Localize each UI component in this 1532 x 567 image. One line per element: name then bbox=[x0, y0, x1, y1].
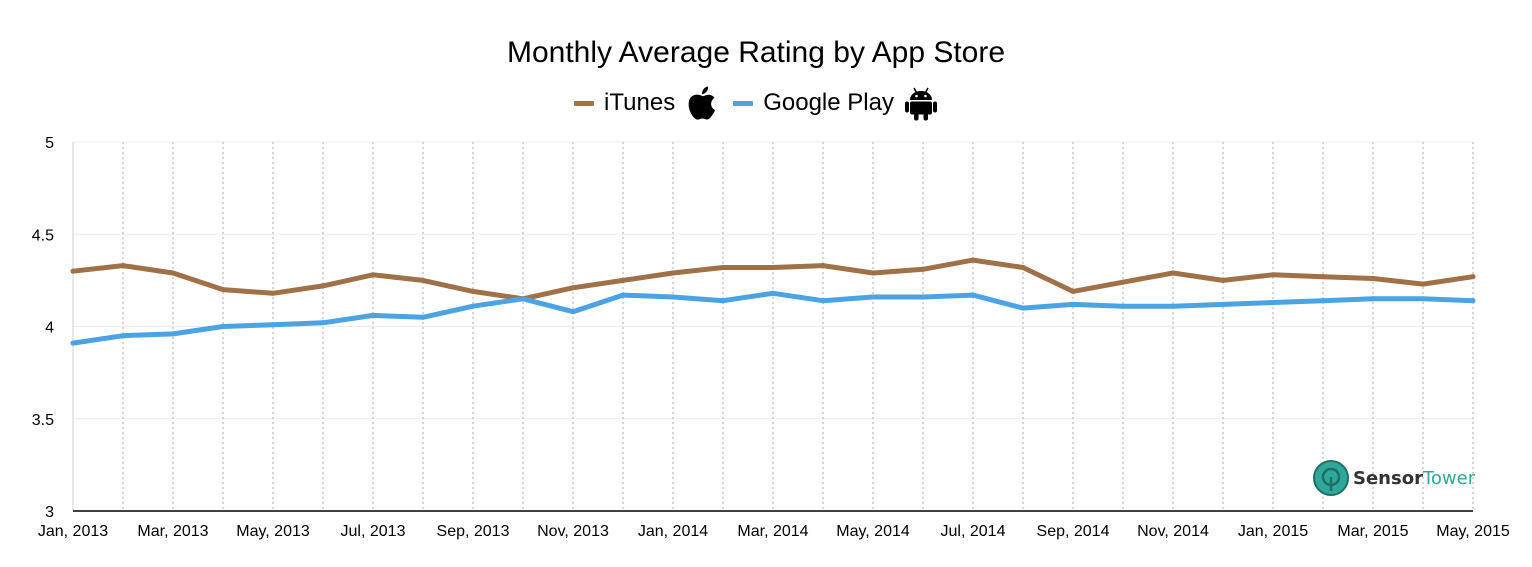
apple-icon bbox=[688, 86, 716, 120]
data-point-itunes[interactable] bbox=[1270, 272, 1276, 278]
data-point-google-play[interactable] bbox=[470, 303, 476, 309]
legend-item-google-play[interactable]: Google Play bbox=[733, 85, 938, 121]
data-point-google-play[interactable] bbox=[1220, 301, 1226, 307]
brand-text-tower: Tower bbox=[1422, 467, 1476, 489]
data-point-itunes[interactable] bbox=[820, 263, 826, 269]
data-point-google-play[interactable] bbox=[1470, 298, 1476, 304]
data-point-google-play[interactable] bbox=[70, 340, 76, 346]
legend-swatch-itunes bbox=[574, 100, 595, 106]
legend-swatch-google-play bbox=[733, 100, 754, 106]
data-point-google-play[interactable] bbox=[720, 298, 726, 304]
data-point-itunes[interactable] bbox=[470, 288, 476, 294]
x-tick-label: Jul, 2014 bbox=[941, 523, 1006, 540]
data-point-itunes[interactable] bbox=[1370, 276, 1376, 282]
data-point-google-play[interactable] bbox=[1270, 300, 1276, 306]
data-point-itunes[interactable] bbox=[1070, 288, 1076, 294]
data-point-itunes[interactable] bbox=[570, 285, 576, 291]
data-point-itunes[interactable] bbox=[170, 270, 176, 276]
data-point-itunes[interactable] bbox=[1020, 264, 1026, 270]
data-point-itunes[interactable] bbox=[770, 264, 776, 270]
sensortower-logo: Sensor Tower bbox=[1313, 460, 1475, 496]
x-tick-label: May, 2013 bbox=[236, 523, 310, 540]
y-tick-label: 5 bbox=[45, 135, 54, 152]
data-point-google-play[interactable] bbox=[170, 331, 176, 337]
data-point-google-play[interactable] bbox=[1170, 303, 1176, 309]
sensortower-logo-icon bbox=[1313, 460, 1349, 496]
x-tick-label: Mar, 2013 bbox=[137, 523, 208, 540]
legend-label-google-play: Google Play bbox=[763, 89, 894, 116]
y-tick-label: 3.5 bbox=[32, 412, 54, 429]
data-point-google-play[interactable] bbox=[120, 333, 126, 339]
data-point-itunes[interactable] bbox=[870, 270, 876, 276]
data-point-google-play[interactable] bbox=[1320, 298, 1326, 304]
data-point-google-play[interactable] bbox=[320, 320, 326, 326]
data-point-itunes[interactable] bbox=[320, 283, 326, 289]
x-tick-label: May, 2015 bbox=[1436, 523, 1510, 540]
data-point-google-play[interactable] bbox=[1020, 305, 1026, 311]
x-tick-label: May, 2014 bbox=[836, 523, 910, 540]
data-point-google-play[interactable] bbox=[520, 296, 526, 302]
x-tick-label: Mar, 2015 bbox=[1337, 523, 1408, 540]
legend-label-itunes: iTunes bbox=[604, 89, 676, 116]
x-tick-label: Sep, 2014 bbox=[1037, 523, 1110, 540]
data-point-itunes[interactable] bbox=[220, 287, 226, 293]
x-tick-label: Jan, 2015 bbox=[1238, 523, 1308, 540]
data-point-itunes[interactable] bbox=[1470, 274, 1476, 280]
data-point-itunes[interactable] bbox=[120, 263, 126, 269]
data-point-google-play[interactable] bbox=[870, 294, 876, 300]
data-point-itunes[interactable] bbox=[970, 257, 976, 263]
data-point-google-play[interactable] bbox=[670, 294, 676, 300]
data-point-itunes[interactable] bbox=[1420, 281, 1426, 287]
x-tick-label: Jan, 2013 bbox=[38, 523, 108, 540]
data-point-google-play[interactable] bbox=[920, 294, 926, 300]
data-point-itunes[interactable] bbox=[920, 266, 926, 272]
data-point-itunes[interactable] bbox=[620, 277, 626, 283]
data-point-google-play[interactable] bbox=[1420, 296, 1426, 302]
data-point-itunes[interactable] bbox=[1170, 270, 1176, 276]
y-tick-label: 3 bbox=[45, 504, 54, 521]
data-point-google-play[interactable] bbox=[770, 290, 776, 296]
legend: iTunes Google Play bbox=[0, 85, 1512, 121]
data-point-itunes[interactable] bbox=[70, 268, 76, 274]
data-point-itunes[interactable] bbox=[1220, 277, 1226, 283]
x-tick-label: Mar, 2014 bbox=[737, 523, 808, 540]
data-point-itunes[interactable] bbox=[370, 272, 376, 278]
data-point-google-play[interactable] bbox=[570, 309, 576, 315]
x-tick-label: Sep, 2013 bbox=[437, 523, 510, 540]
data-point-google-play[interactable] bbox=[370, 312, 376, 318]
data-point-google-play[interactable] bbox=[970, 292, 976, 298]
data-point-itunes[interactable] bbox=[670, 270, 676, 276]
data-point-google-play[interactable] bbox=[1370, 296, 1376, 302]
data-point-itunes[interactable] bbox=[420, 277, 426, 283]
brand-text-sensor: Sensor bbox=[1353, 467, 1423, 489]
data-point-itunes[interactable] bbox=[1320, 274, 1326, 280]
data-point-google-play[interactable] bbox=[270, 322, 276, 328]
x-tick-label: Jan, 2014 bbox=[638, 523, 708, 540]
chart-title: Monthly Average Rating by App Store bbox=[506, 36, 1006, 69]
x-tick-label: Jul, 2013 bbox=[341, 523, 406, 540]
data-point-google-play[interactable] bbox=[420, 314, 426, 320]
data-point-google-play[interactable] bbox=[820, 298, 826, 304]
legend-item-itunes[interactable]: iTunes bbox=[574, 85, 719, 121]
android-icon bbox=[904, 87, 937, 121]
data-point-itunes[interactable] bbox=[1120, 279, 1126, 285]
data-point-itunes[interactable] bbox=[270, 290, 276, 296]
y-tick-label: 4 bbox=[45, 320, 54, 337]
data-point-itunes[interactable] bbox=[720, 264, 726, 270]
data-point-google-play[interactable] bbox=[1070, 301, 1076, 307]
data-point-google-play[interactable] bbox=[220, 324, 226, 329]
x-tick-label: Nov, 2013 bbox=[537, 523, 609, 540]
data-point-google-play[interactable] bbox=[620, 292, 626, 298]
y-tick-label: 4.5 bbox=[32, 227, 54, 244]
x-tick-label: Nov, 2014 bbox=[1137, 523, 1209, 540]
data-point-google-play[interactable] bbox=[1120, 303, 1126, 309]
